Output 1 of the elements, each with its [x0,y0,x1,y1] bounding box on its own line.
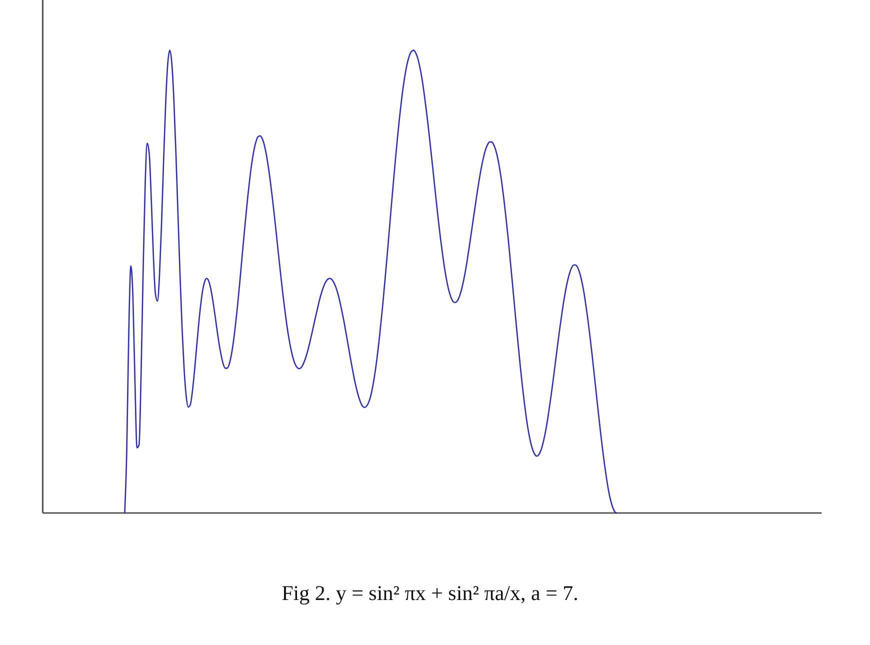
caption: Fig 2. y = sin² πx + sin² πa/x, a = 7. [282,581,578,605]
